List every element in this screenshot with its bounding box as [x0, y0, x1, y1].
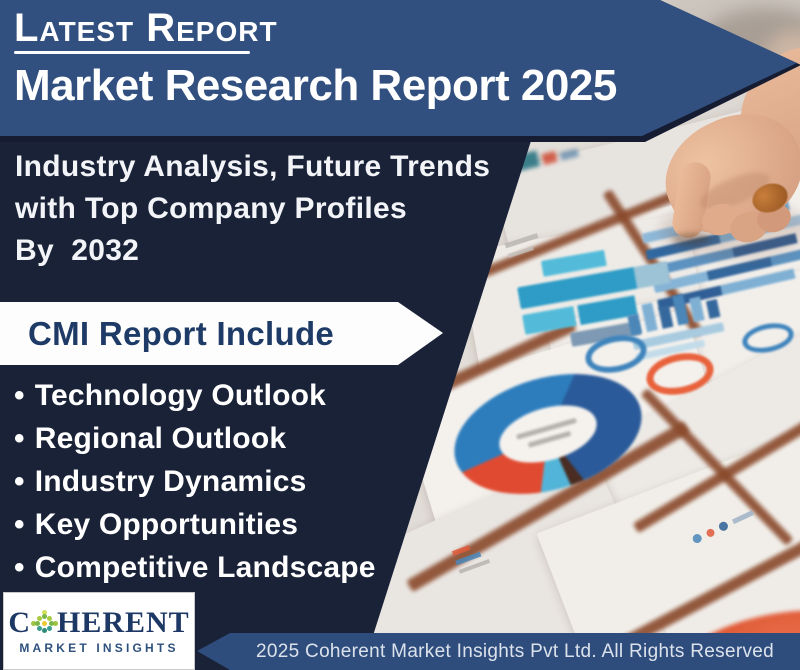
coherent-market-insights-logo: C HERENT MARKET INSIGHTS: [3, 592, 195, 670]
subtitle-line: with Top Company Profiles: [15, 192, 407, 225]
list-item: • Key Opportunities: [14, 509, 376, 541]
list-item-label: Competitive Landscape: [34, 551, 376, 584]
fingertip-shadow: [672, 233, 710, 245]
list-item-label: Regional Outlook: [34, 422, 287, 455]
logo-suffix: HERENT: [56, 605, 190, 639]
copyright-text: 2025 Coherent Market Insights Pvt Ltd. A…: [256, 640, 774, 662]
list-item-label: Industry Dynamics: [34, 465, 307, 498]
bullet-icon: •: [14, 422, 25, 455]
list-item-label: Technology Outlook: [34, 379, 327, 412]
logo-subtitle: MARKET INSIGHTS: [19, 640, 179, 655]
list-item: • Industry Dynamics: [14, 466, 376, 498]
bullet-icon: •: [14, 551, 25, 584]
report-includes-list: • Technology Outlook • Regional Outlook …: [14, 380, 376, 595]
donut-chart-label-area: [492, 395, 604, 473]
latest-report-badge: Latest Report: [14, 6, 278, 50]
bullet-icon: •: [14, 379, 25, 412]
logo-prefix: C: [8, 605, 31, 639]
coherent-flower-icon: [32, 611, 56, 635]
subtitle-line: Industry Analysis, Future Trends: [15, 150, 491, 183]
bullet-icon: •: [14, 465, 25, 498]
list-item: • Technology Outlook: [14, 380, 376, 412]
page-title: Market Research Report 2025: [14, 61, 617, 110]
report-subtitle: Industry Analysis, Future Trends with To…: [15, 146, 490, 272]
bullet-icon: •: [14, 508, 25, 541]
badge-underline: [14, 51, 250, 54]
cmi-report-include-banner: CMI Report Include: [0, 302, 443, 365]
subtitle-line: By 2032: [15, 234, 140, 267]
list-item: • Competitive Landscape: [14, 552, 376, 584]
logo-wordmark: C HERENT: [8, 605, 190, 639]
banner-label: CMI Report Include: [28, 314, 335, 352]
list-item-label: Key Opportunities: [34, 508, 299, 541]
list-item: • Regional Outlook: [14, 423, 376, 455]
